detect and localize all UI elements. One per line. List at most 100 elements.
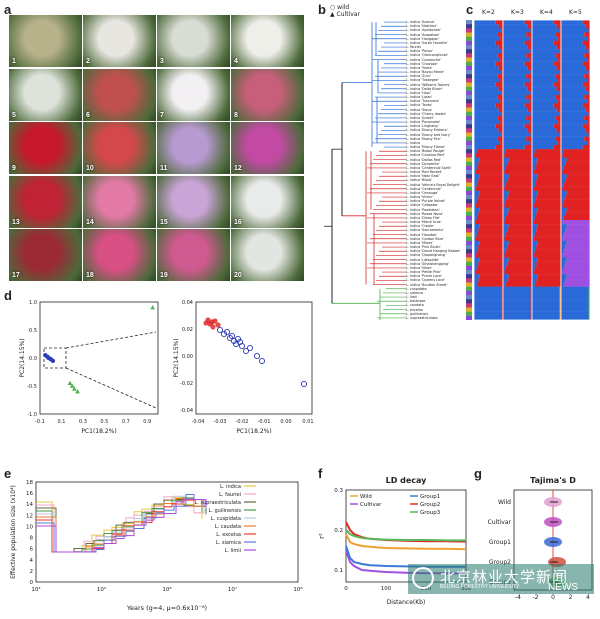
- group-label: Wild: [498, 499, 511, 506]
- tree-leaf-label: L. indica 'Tuskegee': [406, 78, 439, 83]
- structure-bar: [474, 95, 498, 100]
- tree-leaf-label: L. indica 'Qianconghicae': [406, 53, 449, 58]
- structure-bar: [561, 57, 588, 62]
- structure-bar: [532, 36, 559, 42]
- zoom-box: [43, 347, 67, 369]
- structure-bar: [561, 24, 586, 29]
- structure-bar: [503, 157, 509, 162]
- structure-bar: [561, 236, 563, 242]
- legend-label: Cultivar: [360, 502, 382, 508]
- structure-bar: [566, 224, 590, 229]
- structure-bar: [505, 165, 532, 171]
- structure-bar: [474, 86, 499, 92]
- structure-bar: [501, 299, 503, 304]
- sample-color-tag: [466, 45, 472, 50]
- structure-bar: [532, 103, 554, 108]
- y-axis-label: PC2(14.15%): [173, 338, 180, 377]
- structure-bar: [474, 128, 499, 133]
- sample-color-tag: [466, 186, 472, 192]
- structure-bar: [532, 274, 538, 279]
- structure-bar: [503, 265, 506, 271]
- structure-bar: [532, 111, 560, 117]
- sample-color-tag: [466, 274, 472, 279]
- structure-bar: [503, 207, 509, 212]
- tree-leaf-label: L. indica 'Biloxi': [406, 178, 433, 183]
- tree-leaf-label: L. supraestriculata: [406, 315, 438, 320]
- structure-bar: [565, 178, 590, 183]
- structure-bar: [474, 178, 479, 183]
- y-tick-label: 0: [30, 580, 34, 586]
- structure-bar: [532, 32, 556, 37]
- structure-bar: [479, 207, 503, 212]
- tree-leaf-label: L. indica 'Sioux': [406, 107, 433, 112]
- structure-bar: [524, 20, 532, 25]
- structure-bar: [474, 311, 502, 317]
- tree-leaf-label: L. indica 'Creole': [406, 224, 434, 229]
- tree-leaf-label: L. indica 'Ebony and Ivory': [406, 132, 451, 137]
- photo-number: 14: [86, 218, 94, 226]
- structure-bar: [529, 140, 532, 146]
- structure-bar: [561, 286, 589, 292]
- structure-bar: [530, 307, 532, 312]
- structure-bar: [532, 157, 538, 162]
- structure-bar: [495, 145, 503, 150]
- photo-number: 17: [12, 272, 20, 279]
- structure-bar: [474, 290, 502, 296]
- structure-bar: [503, 245, 508, 250]
- tree-leaf-label: L. indica: [406, 140, 421, 145]
- k-title: K=4: [540, 9, 553, 16]
- x-tick-label: 100: [381, 586, 392, 592]
- structure-bar: [561, 115, 585, 121]
- structure-bar: [565, 228, 590, 233]
- structure-bar: [553, 82, 561, 87]
- structure-bar: [503, 20, 525, 25]
- structure-bar: [537, 157, 561, 162]
- pca-left-plot: -0.1 0.1 0.3 0.5 0.7 0.9 1.0 0.5 0.0 -0.5 -1.0 PC1(…: [19, 300, 159, 435]
- x-tick-label: -2: [533, 594, 539, 601]
- structure-bar: [474, 186, 476, 192]
- y-tick-label: 18: [26, 480, 33, 486]
- structure-bar: [475, 236, 503, 242]
- structure-bar: [476, 232, 503, 237]
- structure-bar: [474, 78, 501, 83]
- structure-bar: [478, 195, 503, 200]
- structure-bar: [588, 290, 590, 296]
- structure-bar: [532, 282, 535, 287]
- structure-bar: [503, 232, 506, 237]
- structure-bar: [500, 140, 503, 146]
- tree-leaf-label: L. indica 'Dynamite': [406, 161, 440, 166]
- structure-bar: [503, 178, 508, 183]
- structure-bar: [474, 49, 502, 54]
- legend-label: L. guilinensis: [209, 508, 242, 514]
- structure-bar: [478, 228, 503, 233]
- tree-leaf-label: L. indica 'Williams Tooney': [406, 82, 451, 87]
- structure-bar: [561, 82, 583, 87]
- tree-leaf-label: L. indica 'Sacramento': [406, 228, 444, 233]
- sample-color-tag: [466, 32, 472, 37]
- watermark-news: NEWS: [548, 582, 578, 593]
- structure-bar: [561, 90, 589, 96]
- structure-bar: [530, 311, 532, 317]
- structure-bar: [559, 303, 561, 308]
- structure-bar: [503, 161, 508, 167]
- tree-leaf-label: L. indica 'Red Rocket': [406, 170, 443, 174]
- structure-bar: [474, 170, 476, 175]
- sample-color-tag: [466, 299, 472, 304]
- structure-bar: [563, 249, 590, 254]
- structure-bar: [559, 311, 561, 317]
- x-tick-label: 10⁵: [97, 586, 106, 593]
- structure-bar: [507, 278, 532, 283]
- structure-bar: [555, 115, 561, 121]
- structure-bar: [474, 236, 476, 242]
- tree-leaf-label: L. indica 'Arapahoe': [406, 32, 440, 37]
- pca-point: [300, 380, 308, 388]
- structure-bar: [478, 278, 503, 283]
- structure-bar: [498, 45, 503, 50]
- photo-number: 13: [12, 218, 20, 226]
- structure-bar: [588, 49, 590, 54]
- structure-bar: [566, 174, 590, 179]
- structure-bar: [505, 265, 532, 271]
- structure-bar: [497, 136, 503, 142]
- pca-point: [220, 330, 228, 338]
- structure-bar: [565, 278, 590, 283]
